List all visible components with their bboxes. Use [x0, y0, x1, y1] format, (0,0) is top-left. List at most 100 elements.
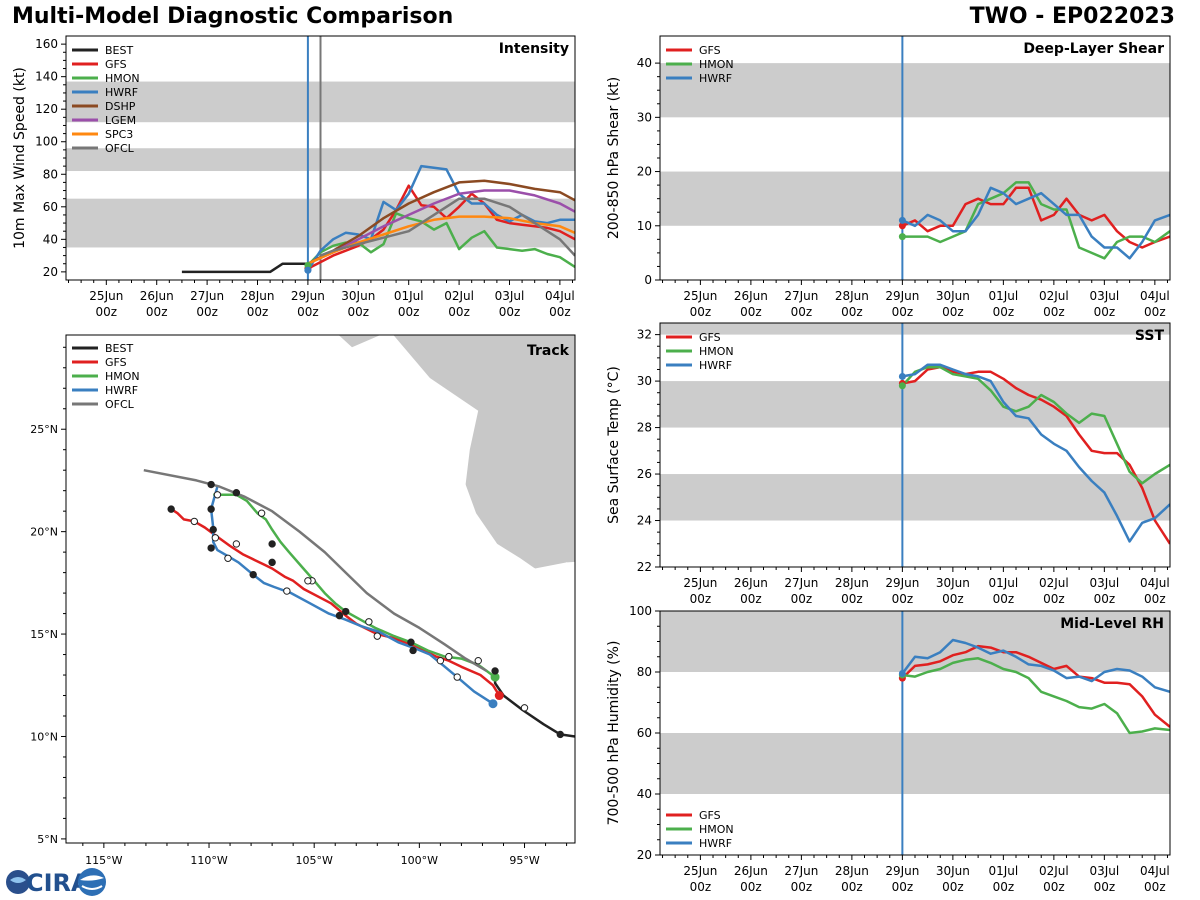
- track-marker-gfs: [209, 525, 217, 534]
- x-tick-label-day: 29Jun: [885, 864, 919, 878]
- x-tick-label-hour: 00z: [993, 305, 1015, 319]
- x-tick-label-hour: 00z: [96, 305, 118, 319]
- shaded-band: [660, 171, 1170, 226]
- x-tick-label-day: 30Jun: [936, 576, 970, 590]
- x-tick-label-hour: 00z: [247, 305, 269, 319]
- x-tick-label-hour: 00z: [993, 880, 1015, 894]
- y-tick-label: 140: [35, 70, 58, 84]
- init-point-hmon: [898, 233, 906, 241]
- y-tick-label: 32: [637, 328, 652, 342]
- y-axis-label: 700-500 hPa Humidity (%): [606, 641, 622, 826]
- legend-label-ofcl: OFCL: [105, 398, 135, 411]
- track-marker-gfs: [232, 540, 241, 548]
- track-marker-hwrf: [488, 699, 498, 709]
- x-tick-label-hour: 00z: [196, 305, 218, 319]
- x-tick-label: 100°W: [401, 854, 438, 867]
- x-tick-label-day: 01Jul: [394, 289, 424, 303]
- y-tick-label: 80: [43, 167, 58, 181]
- track-marker-best: [520, 704, 529, 712]
- x-tick-label-day: 25Jun: [683, 576, 717, 590]
- init-point-hwrf: [898, 372, 906, 380]
- track-marker-hwrf: [283, 587, 291, 595]
- x-tick-label-day: 04Jul: [1140, 864, 1170, 878]
- plot-area: [660, 611, 1170, 855]
- init-point-gfs: [898, 222, 906, 230]
- x-tick-label-day: 26Jun: [734, 576, 768, 590]
- x-tick-label-hour: 00z: [1144, 880, 1166, 894]
- y-tick-label: 10: [637, 219, 652, 233]
- x-tick-label-hour: 00z: [942, 880, 964, 894]
- x-tick-label: 105°W: [296, 854, 333, 867]
- shaded-band: [660, 733, 1170, 794]
- y-axis-label: Sea Surface Temp (°C): [606, 366, 622, 524]
- x-tick-label-day: 04Jul: [1140, 576, 1170, 590]
- x-tick-label-day: 27Jun: [190, 289, 224, 303]
- y-tick-label: 20: [637, 848, 652, 862]
- state-border: [248, 361, 323, 426]
- shaded-band: [660, 474, 1170, 521]
- y-tick-label: 30: [637, 374, 652, 388]
- x-tick-label-day: 02Jul: [444, 289, 474, 303]
- track-line-gfs: [170, 508, 501, 697]
- panel-track: 115°W 110°W 105°W 100°W 95°W 5°N 10°N 15°N 20°N 2…: [30, 334, 576, 867]
- legend-label-hmon: HMON: [105, 72, 140, 85]
- init-point-hmon: [898, 382, 906, 390]
- panel-title: SST: [1135, 328, 1165, 344]
- logo-badge-icon: [78, 868, 106, 896]
- x-tick-label-hour: 00z: [1043, 305, 1065, 319]
- track-marker-hmon: [213, 491, 222, 499]
- x-tick-label-day: 01Jul: [988, 289, 1018, 303]
- init-point-hmon: [304, 261, 312, 269]
- x-tick-label-hour: 00z: [841, 305, 863, 319]
- legend-label-spc3: SPC3: [105, 128, 133, 141]
- x-tick-label-day: 28Jun: [835, 864, 869, 878]
- panel-shear: 0 10 20 30 40 25Jun 00z 26Jun 00z 27Jun 00z 28Jun 00…: [606, 35, 1171, 319]
- x-tick-label-hour: 00z: [690, 880, 712, 894]
- legend-label-best: BEST: [105, 44, 133, 57]
- shaded-band: [660, 611, 1170, 672]
- series-line-hwrf: [901, 638, 1170, 693]
- x-tick-label-hour: 00z: [791, 305, 813, 319]
- legend-label-ofcl: OFCL: [105, 142, 135, 155]
- x-tick-label-day: 03Jul: [495, 289, 525, 303]
- x-tick-label-day: 28Jun: [835, 576, 869, 590]
- track-marker-hwrf: [436, 656, 445, 665]
- x-tick-label-day: 28Jun: [240, 289, 274, 303]
- shaded-band: [660, 323, 1170, 335]
- legend-label-hwrf: HWRF: [105, 86, 138, 99]
- x-tick-label-day: 02Jul: [1039, 576, 1069, 590]
- x-tick-label-day: 26Jun: [734, 864, 768, 878]
- x-tick-label-day: 29Jun: [885, 289, 919, 303]
- x-tick-label-day: 29Jun: [885, 576, 919, 590]
- state-border: [198, 338, 248, 377]
- y-tick-label: 60: [637, 726, 652, 740]
- track-marker-gfs: [445, 652, 453, 661]
- track-marker-best: [491, 667, 499, 675]
- x-tick-label-day: 30Jun: [936, 289, 970, 303]
- legend-label-lgem: LGEM: [105, 114, 136, 127]
- x-tick-label-hour: 00z: [841, 880, 863, 894]
- x-tick-label-day: 30Jun: [936, 864, 970, 878]
- series-line-hmon: [902, 657, 1170, 735]
- x-tick-label-hour: 00z: [1094, 880, 1116, 894]
- series-line-ofcl: [320, 197, 575, 257]
- y-tick-label: 25°N: [30, 423, 58, 436]
- y-tick-label: 100: [629, 604, 652, 618]
- series-line-hwrf: [902, 363, 1170, 543]
- x-tick-label-hour: 00z: [499, 305, 521, 319]
- track-marker-hwrf: [207, 544, 215, 552]
- track-marker-gfs: [167, 505, 175, 513]
- y-tick-label: 40: [637, 787, 652, 801]
- track-marker-hwrf: [207, 505, 215, 513]
- x-tick-label-hour: 00z: [690, 592, 712, 606]
- axes-frame: [659, 322, 1171, 568]
- track-line-ofcl: [143, 468, 488, 672]
- x-tick-label-hour: 00z: [993, 592, 1015, 606]
- panel-intensity: 20 40 60 80 100 120 140 160 25Jun 00z 26Jun 00z 27Ju…: [12, 35, 576, 319]
- legend-label-dshp: DSHP: [105, 100, 136, 113]
- x-tick-label-hour: 00z: [297, 305, 319, 319]
- legend-label-gfs: GFS: [699, 44, 721, 57]
- track-marker-hwrf: [207, 480, 215, 489]
- y-tick-label: 24: [637, 514, 652, 528]
- y-tick-label: 22: [637, 560, 652, 574]
